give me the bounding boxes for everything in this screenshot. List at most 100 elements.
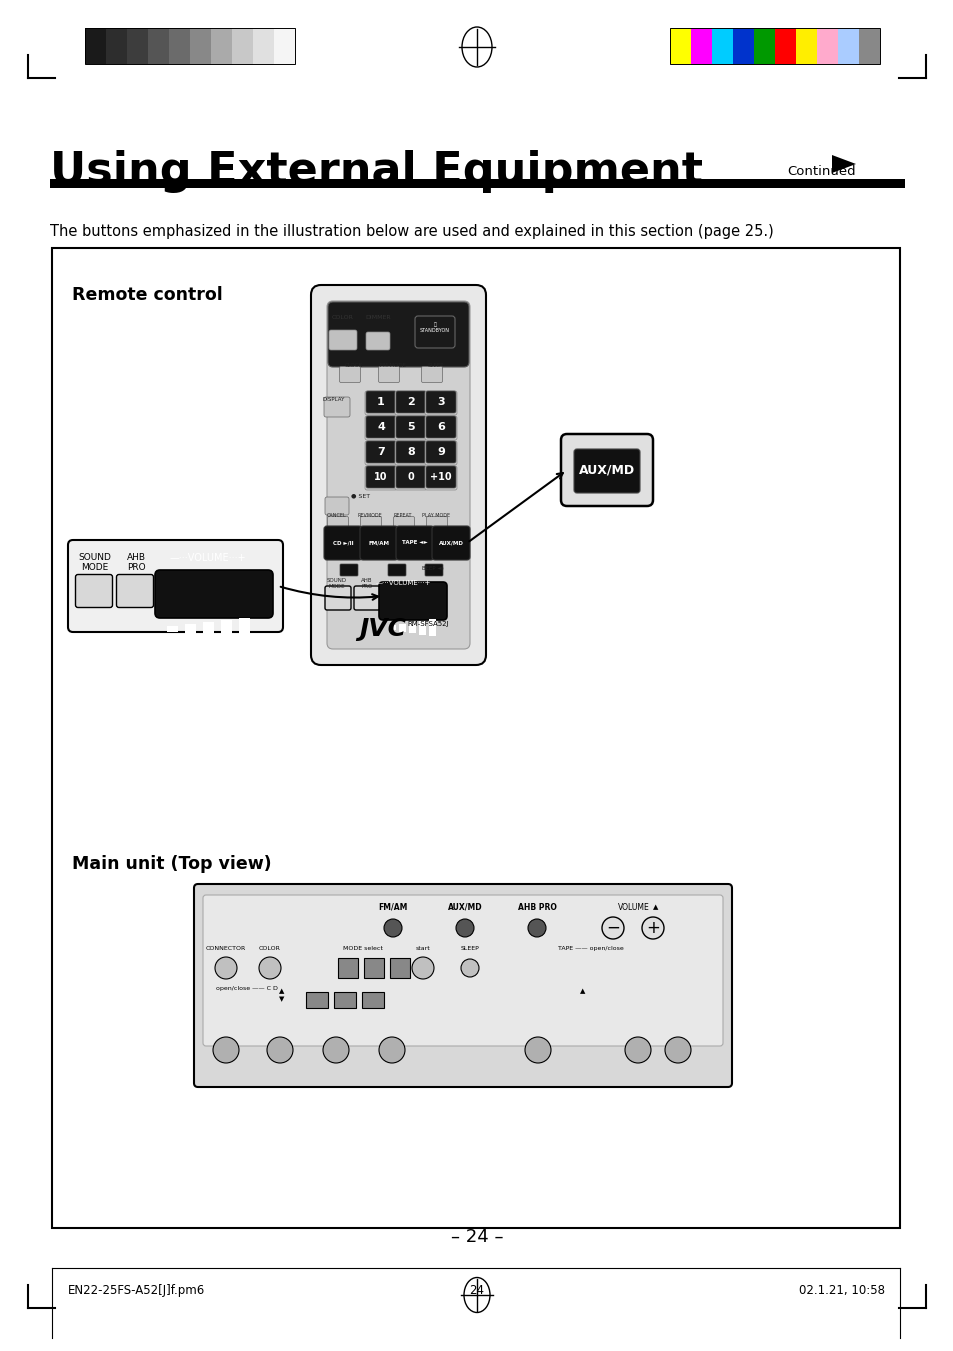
Circle shape [214,957,236,979]
FancyBboxPatch shape [327,301,470,648]
Bar [85,28,106,63]
Circle shape [378,1038,405,1063]
FancyBboxPatch shape [365,466,396,490]
FancyBboxPatch shape [325,497,349,515]
FancyBboxPatch shape [395,416,426,438]
Bar [190,28,211,63]
FancyBboxPatch shape [75,574,112,608]
Text: +10: +10 [430,471,452,482]
Text: 02.1.21, 10:58: 02.1.21, 10:58 [799,1283,884,1297]
Text: —···VOLUME···+: —···VOLUME···+ [375,580,430,586]
FancyBboxPatch shape [116,574,153,608]
FancyBboxPatch shape [424,440,456,465]
FancyBboxPatch shape [366,332,390,350]
Text: JVC: JVC [359,617,406,640]
Bar [185,624,195,634]
Text: FM/AM: FM/AM [378,902,407,912]
Bar [732,28,753,63]
Text: DISPLAY: DISPLAY [322,397,345,403]
Text: FM MODE: FM MODE [379,363,406,367]
Bar [390,958,410,978]
FancyBboxPatch shape [426,390,456,413]
Text: 10: 10 [374,471,387,482]
FancyBboxPatch shape [324,526,361,561]
FancyBboxPatch shape [424,390,456,415]
FancyBboxPatch shape [325,586,351,611]
FancyBboxPatch shape [393,516,414,532]
FancyBboxPatch shape [339,563,357,576]
FancyBboxPatch shape [324,397,350,417]
FancyBboxPatch shape [424,416,456,440]
FancyBboxPatch shape [365,416,396,440]
FancyBboxPatch shape [354,586,379,611]
FancyBboxPatch shape [378,366,399,382]
Bar [418,621,426,635]
Text: ▲: ▲ [279,988,284,994]
Text: 9: 9 [436,447,444,457]
Text: AHB PRO: AHB PRO [517,902,556,912]
Circle shape [258,957,281,979]
Text: CONNECTOR: CONNECTOR [206,946,246,951]
Text: CANCEL: CANCEL [327,513,347,517]
FancyBboxPatch shape [421,366,442,382]
Circle shape [601,917,623,939]
Text: CD ►/II: CD ►/II [333,540,353,546]
Text: ⏻
STANDBYON: ⏻ STANDBYON [419,322,450,332]
FancyBboxPatch shape [366,416,395,438]
Text: ▲: ▲ [652,904,658,911]
FancyBboxPatch shape [365,440,396,465]
Bar [85,28,294,63]
Circle shape [527,919,545,938]
FancyBboxPatch shape [360,516,381,532]
FancyBboxPatch shape [329,330,356,350]
Text: ● SET: ● SET [351,493,370,499]
Text: 5: 5 [407,422,415,432]
Text: DIMMER: DIMMER [365,315,391,320]
Circle shape [384,919,401,938]
Text: SLEEP: SLEEP [427,363,444,367]
FancyBboxPatch shape [395,526,434,561]
Circle shape [664,1038,690,1063]
FancyBboxPatch shape [359,526,397,561]
Bar [669,28,879,63]
Bar [106,28,127,63]
Text: – 24 –: – 24 – [450,1228,503,1246]
Text: The buttons emphasized in the illustration below are used and explained in this : The buttons emphasized in the illustrati… [50,224,773,239]
Text: SLEEP: SLEEP [460,946,478,951]
FancyBboxPatch shape [366,390,395,413]
Circle shape [624,1038,650,1063]
Bar [50,178,904,188]
FancyBboxPatch shape [193,884,731,1088]
Bar [753,28,774,63]
Bar [239,617,250,640]
Text: +: + [645,919,659,938]
Text: —···VOLUME···+: —···VOLUME···+ [170,553,246,563]
Text: AUX/MD: AUX/MD [438,540,463,546]
FancyBboxPatch shape [432,526,470,561]
FancyBboxPatch shape [68,540,283,632]
Bar [409,621,416,634]
Bar [148,28,169,63]
Bar [398,624,406,632]
Text: CLOCK: CLOCK [345,363,363,367]
Bar [816,28,837,63]
Text: SOUND
MODE: SOUND MODE [327,578,347,589]
Text: REVMODE: REVMODE [357,513,382,517]
FancyBboxPatch shape [560,434,652,507]
Bar [127,28,148,63]
Circle shape [323,1038,349,1063]
Circle shape [456,919,474,938]
FancyBboxPatch shape [203,894,722,1046]
Text: TAPE ◄►: TAPE ◄► [402,540,428,546]
FancyBboxPatch shape [426,516,447,532]
Text: SOUND
MODE: SOUND MODE [78,553,112,573]
Bar [306,992,328,1008]
Text: Remote control: Remote control [71,286,222,304]
Bar [203,621,213,636]
Text: PLAY MODE: PLAY MODE [421,513,450,517]
Bar [167,626,178,632]
FancyBboxPatch shape [366,466,395,488]
FancyBboxPatch shape [388,563,406,576]
FancyBboxPatch shape [395,390,426,413]
FancyBboxPatch shape [365,390,396,415]
